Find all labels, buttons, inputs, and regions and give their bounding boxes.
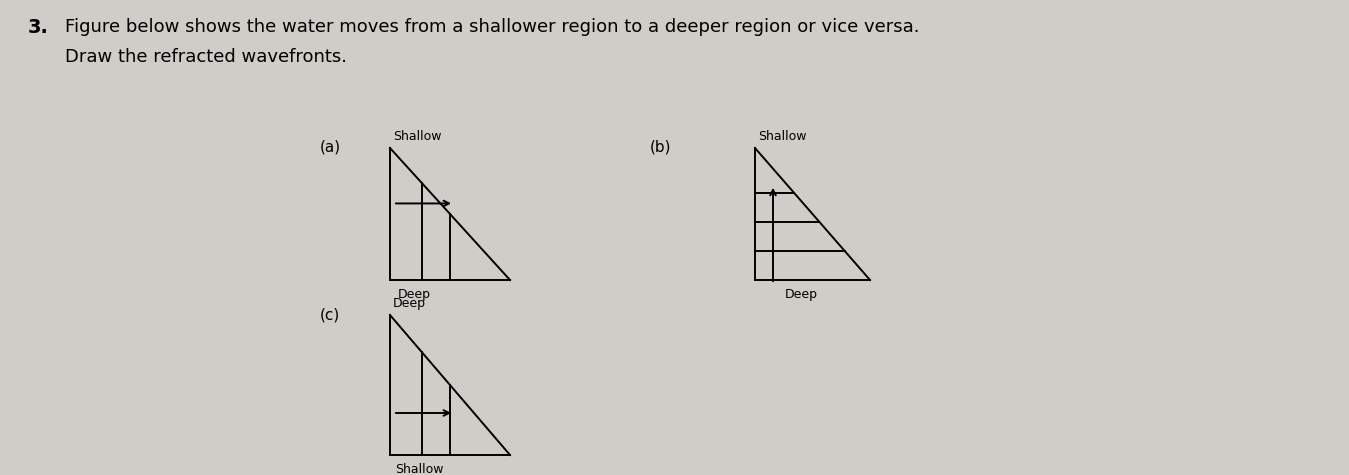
Text: Figure below shows the water moves from a shallower region to a deeper region or: Figure below shows the water moves from … [65,18,920,36]
Text: (a): (a) [320,140,341,155]
Text: 3.: 3. [28,18,49,37]
Text: (c): (c) [320,308,340,323]
Text: Deep: Deep [785,288,817,301]
Text: Shallow: Shallow [395,463,444,475]
Text: Shallow: Shallow [758,130,807,143]
Text: Draw the refracted wavefronts.: Draw the refracted wavefronts. [65,48,347,66]
Text: (b): (b) [650,140,672,155]
Text: Deep: Deep [398,288,430,301]
Text: Shallow: Shallow [393,130,441,143]
Text: Deep: Deep [393,297,426,310]
